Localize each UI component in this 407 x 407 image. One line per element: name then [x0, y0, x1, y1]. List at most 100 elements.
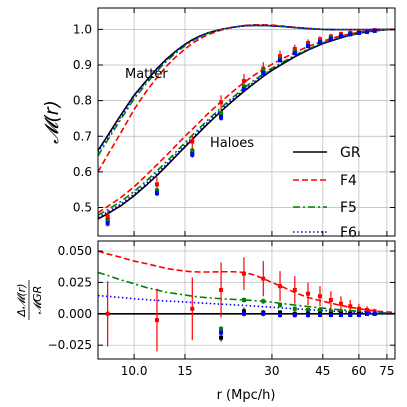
bot-point-f6: [261, 311, 266, 316]
bot-point-f5: [328, 309, 333, 314]
bottom-axes-frame: [97, 240, 396, 360]
bot-point-f6: [348, 313, 353, 318]
bot-ytick-label: 0.000: [58, 307, 92, 321]
top-point-f6: [317, 40, 322, 45]
top-point-f6: [365, 29, 370, 34]
bottom-ylabel-denominator: 𝓜GR: [31, 286, 44, 315]
top-ytick-label: 1.0: [73, 22, 92, 36]
bot-point-f4: [190, 306, 195, 311]
annotation-haloes: Haloes: [210, 136, 254, 151]
top-point-f5: [241, 84, 246, 89]
bottom-ylabel: Δ𝓜(r) 𝓜GR: [15, 280, 44, 320]
bot-point-f6: [306, 313, 311, 318]
xtick-label: 75: [379, 364, 394, 378]
top-curves: [98, 23, 395, 220]
top-point-f5: [261, 68, 266, 73]
bot-point-f4: [365, 308, 370, 313]
bot-point-f5: [306, 308, 311, 313]
top-point-f4: [154, 182, 159, 187]
bot-point-f5: [241, 298, 246, 302]
top-point-f6: [348, 32, 353, 37]
bot-point-f4: [278, 284, 283, 289]
bot-point-f6: [278, 313, 283, 318]
top-ytick-label: 0.6: [73, 165, 92, 179]
bot-point-f6: [241, 311, 246, 316]
xtick-label: 45: [315, 364, 330, 378]
bot-point-f4: [292, 287, 297, 292]
bot-point-f5: [292, 306, 297, 311]
top-ticks: 0.5 0.6 0.7 0.8 0.9 1.0: [73, 8, 395, 236]
top-point-f6: [306, 44, 311, 49]
top-point-f6: [278, 58, 283, 63]
top-grid: [98, 8, 395, 236]
legend-label-gr: GR: [340, 145, 361, 161]
bot-point-f4: [317, 294, 322, 299]
bottom-panel: 10.0 15 30 45 60 75 −0.025 0.000 0.025 0.050 Δ𝓜(r…: [15, 240, 396, 403]
annotation-matter: Matter: [125, 67, 168, 82]
legend-label-f5: F5: [340, 200, 357, 216]
bot-point-f6: [365, 311, 370, 316]
bottom-data-points: [105, 257, 377, 352]
top-point-f4: [105, 214, 110, 219]
bot-ytick-label: 0.025: [58, 275, 92, 289]
top-point-f6: [190, 152, 195, 157]
top-point-f6: [219, 115, 224, 120]
legend-label-f6: F6: [340, 225, 357, 241]
bot-point-f5: [219, 326, 224, 331]
bot-point-f5: [317, 308, 322, 313]
top-curve-matter-f6: [98, 24, 395, 153]
bot-point-f4: [154, 318, 159, 323]
top-point-f6: [356, 30, 361, 35]
bot-point-f4: [105, 311, 110, 316]
bot-ytick-label: 0.050: [58, 244, 92, 258]
bot-point-f5: [338, 309, 343, 314]
bottom-ylabel-numerator: Δ𝓜(r): [15, 284, 28, 318]
bot-point-gr: [219, 335, 224, 340]
top-point-f5: [219, 111, 224, 116]
bot-point-f4: [328, 298, 333, 302]
top-ytick-label: 0.9: [73, 58, 92, 72]
top-point-f4: [278, 54, 283, 59]
bot-point-f4: [338, 301, 343, 306]
bot-point-f4: [241, 271, 246, 276]
legend: GR F4 F5 F6: [293, 145, 361, 241]
top-point-f6: [328, 36, 333, 41]
bot-point-f6: [219, 330, 224, 335]
bot-point-f4: [348, 304, 353, 309]
top-panel: 0.5 0.6 0.7 0.8 0.9 1.0 𝓜(r) Matter Haloes GR…: [41, 7, 396, 241]
top-point-f6: [338, 34, 343, 39]
top-ytick-label: 0.8: [73, 94, 92, 108]
bot-point-f4: [219, 287, 224, 292]
bot-ytick-label: −0.025: [48, 338, 92, 352]
top-curve-haloes-gr: [98, 28, 395, 220]
bottom-xlabel: r (Mpc/h): [217, 388, 276, 403]
top-point-f6: [292, 51, 297, 56]
bot-point-f6: [356, 313, 361, 318]
bot-point-f6: [328, 313, 333, 318]
bot-point-f4: [372, 309, 377, 314]
top-ytick-label: 0.5: [73, 201, 92, 215]
bot-point-f5: [278, 303, 283, 308]
top-point-f6: [154, 191, 159, 196]
top-point-f6: [105, 221, 110, 226]
top-point-f6: [241, 87, 246, 92]
bot-point-f4: [356, 306, 361, 311]
top-point-f4: [292, 46, 297, 51]
xtick-label: 10.0: [121, 364, 148, 378]
bot-point-f6: [317, 313, 322, 318]
top-data-points: [105, 28, 377, 227]
top-axes-frame: [97, 7, 396, 237]
top-point-f6: [372, 28, 377, 33]
bot-point-f6: [338, 313, 343, 318]
top-point-f4: [219, 100, 224, 105]
bot-point-f4: [261, 276, 266, 281]
bottom-ticks: 10.0 15 30 45 60 75 −0.025 0.000 0.025 0.050: [48, 241, 395, 378]
top-ytick-label: 0.7: [73, 129, 92, 143]
bot-point-f6: [372, 311, 377, 316]
bot-point-f5: [261, 299, 266, 304]
xtick-label: 60: [351, 364, 366, 378]
xtick-label: 15: [177, 364, 192, 378]
bot-point-f6: [292, 313, 297, 318]
top-point-f4: [241, 79, 246, 84]
